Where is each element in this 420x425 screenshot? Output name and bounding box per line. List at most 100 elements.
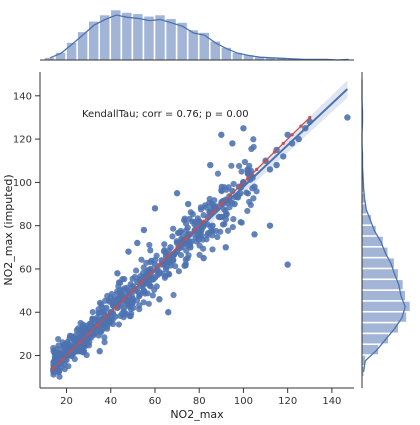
- scatter-point: [146, 241, 153, 249]
- scatter-point: [197, 206, 205, 213]
- scatter-point: [191, 221, 198, 228]
- scatter-point: [238, 168, 245, 175]
- scatter-point: [241, 158, 249, 166]
- scatter-point: [50, 371, 57, 378]
- scatter-point: [101, 339, 108, 346]
- scatter-point: [114, 270, 121, 277]
- scatter-point: [125, 248, 132, 255]
- scatter-point: [229, 187, 236, 195]
- scatter-point: [147, 247, 154, 254]
- scatter-point: [114, 288, 121, 295]
- scatter-point: [102, 297, 109, 304]
- scatter-point: [170, 291, 177, 299]
- scatter-point: [240, 125, 247, 132]
- identity-marker: [246, 176, 250, 180]
- scatter-point: [230, 216, 237, 223]
- scatter-point: [229, 140, 236, 147]
- identity-marker: [202, 219, 206, 223]
- scatter-point: [211, 197, 218, 204]
- identity-marker: [131, 289, 135, 293]
- scatter-point: [118, 310, 126, 317]
- scatter-point: [189, 211, 196, 218]
- top-kde-curve: [49, 14, 349, 61]
- scatter-point: [183, 247, 190, 254]
- scatter-point: [266, 166, 274, 173]
- scatter-point: [161, 241, 168, 248]
- identity-marker: [237, 185, 241, 189]
- x-tick-label: 40: [104, 396, 117, 407]
- scatter-point: [140, 299, 147, 306]
- scatter-points: [50, 114, 351, 380]
- scatter-point: [235, 162, 243, 170]
- scatter-point: [177, 227, 184, 235]
- scatter-point: [243, 189, 250, 196]
- scatter-point: [203, 236, 210, 243]
- top-hist-bar: [198, 32, 210, 61]
- scatter-point: [253, 188, 260, 195]
- scatter-point: [134, 239, 141, 247]
- identity-marker: [263, 159, 268, 163]
- scatter-point: [56, 373, 63, 380]
- scatter-point: [222, 244, 229, 251]
- y-tick-label: 40: [19, 308, 32, 319]
- identity-marker: [175, 245, 179, 249]
- identity-marker: [166, 254, 170, 258]
- scatter-point: [149, 292, 156, 299]
- scatter-point: [238, 219, 245, 226]
- scatter-point: [344, 114, 351, 121]
- scatter-point: [173, 190, 181, 197]
- scatter-point: [146, 282, 153, 289]
- scatter-point: [96, 299, 104, 306]
- identity-line: [52, 117, 311, 369]
- scatter-point: [150, 276, 157, 283]
- right-hist-bar: [361, 333, 389, 345]
- scatter-point: [228, 162, 235, 169]
- identity-marker: [193, 228, 197, 232]
- scatter-point: [251, 231, 258, 238]
- scatter-point: [80, 339, 87, 346]
- identity-marker: [87, 332, 91, 336]
- scatter-point: [181, 262, 188, 269]
- top-hist-bar: [165, 18, 177, 61]
- identity-marker: [78, 340, 82, 345]
- top-hist-bar: [121, 12, 133, 61]
- scatter-point: [182, 220, 190, 227]
- scatter-point: [181, 215, 188, 222]
- right-hist-bar: [361, 301, 411, 312]
- scatter-point: [266, 222, 274, 229]
- y-tick-label: 20: [19, 351, 32, 362]
- identity-marker: [184, 237, 188, 241]
- right-marginal-histogram: [361, 106, 411, 377]
- scatter-point: [119, 276, 126, 283]
- scatter-point: [175, 268, 183, 275]
- scatter-point: [228, 199, 236, 206]
- scatter-point: [62, 341, 69, 349]
- scatter-point: [71, 336, 78, 343]
- scatter-point: [143, 259, 150, 266]
- y-tick-label: 60: [19, 264, 32, 275]
- scatter-point: [101, 334, 108, 341]
- scatter-point: [214, 170, 222, 177]
- scatter-point: [96, 348, 103, 355]
- scatter-point: [250, 136, 257, 143]
- scatter-point: [184, 200, 192, 208]
- scatter-point: [244, 207, 251, 215]
- scatter-point: [117, 294, 124, 301]
- top-hist-bar: [154, 14, 166, 61]
- x-tick-label: 20: [60, 396, 73, 407]
- scatter-point: [71, 355, 78, 363]
- scatter-point: [163, 263, 170, 271]
- scatter-point: [234, 194, 242, 201]
- x-tick-label: 100: [234, 396, 253, 407]
- identity-marker: [60, 358, 64, 362]
- top-hist-bar: [132, 13, 144, 61]
- scatter-point: [138, 256, 145, 263]
- x-tick-label: 60: [149, 396, 162, 407]
- right-hist-bar: [361, 236, 384, 247]
- y-tick-label: 100: [13, 178, 32, 189]
- scatter-point: [207, 161, 214, 169]
- y-axis-ticks: 20 40 60 80 100 120 140: [13, 91, 40, 362]
- top-hist-bar: [88, 20, 100, 61]
- y-tick-label: 140: [13, 91, 32, 102]
